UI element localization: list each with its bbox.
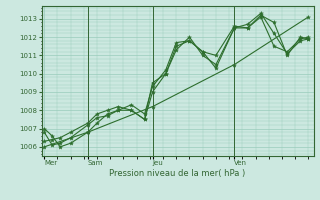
X-axis label: Pression niveau de la mer( hPa ): Pression niveau de la mer( hPa ) — [109, 169, 246, 178]
